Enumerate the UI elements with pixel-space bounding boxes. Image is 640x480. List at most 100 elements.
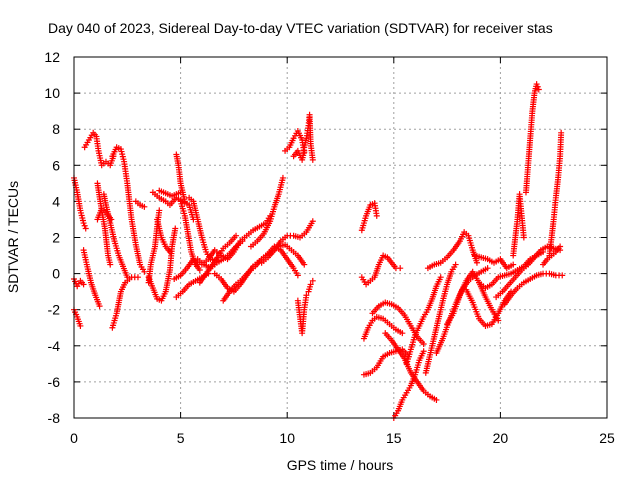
- series-track-15: [154, 216, 173, 255]
- series-track-52: [522, 81, 542, 196]
- data-point: [534, 83, 541, 90]
- series-track-10: [109, 274, 141, 331]
- data-point: [141, 203, 148, 210]
- y-axis-label: SDTVAR / TECUs: [5, 181, 21, 293]
- y-tick-label: -2: [48, 302, 61, 318]
- x-axis-label: GPS time / hours: [287, 457, 394, 473]
- series-track-51: [510, 191, 527, 259]
- x-tick-label: 10: [279, 430, 295, 446]
- data-point: [134, 274, 141, 281]
- series-track-14: [149, 189, 197, 223]
- y-tick-label: 0: [52, 266, 60, 282]
- data-point: [107, 261, 114, 268]
- series-track-34: [358, 200, 380, 234]
- series-track-4: [80, 247, 103, 310]
- series-track-33: [305, 277, 316, 295]
- series-track-8: [100, 191, 131, 281]
- data-point: [484, 265, 491, 272]
- data-point: [303, 292, 310, 299]
- series-track-48: [476, 248, 547, 292]
- y-tick-label: -6: [48, 374, 61, 390]
- series-track-12: [145, 207, 163, 286]
- series-track-18: [173, 151, 188, 205]
- series-track-28: [247, 174, 286, 250]
- data-point: [77, 322, 84, 329]
- data-point: [301, 261, 308, 268]
- y-tick-label: -4: [48, 338, 61, 354]
- data-point: [557, 243, 564, 250]
- data-point: [309, 156, 316, 163]
- x-tick-label: 20: [493, 430, 509, 446]
- series-track-5: [81, 129, 117, 169]
- series-track-30: [290, 147, 308, 163]
- data-point: [172, 225, 179, 232]
- data-point: [520, 234, 527, 241]
- series-track-24: [198, 212, 274, 268]
- data-point: [420, 340, 427, 347]
- data-point: [80, 220, 87, 227]
- series-track-40: [390, 348, 427, 421]
- chart-title: Day 040 of 2023, Sidereal Day-to-day VTE…: [48, 20, 553, 36]
- data-point: [473, 259, 480, 266]
- series-track-9: [109, 144, 148, 275]
- y-tick-label: 4: [52, 193, 60, 209]
- x-tick-label: 5: [177, 430, 185, 446]
- data-point: [196, 266, 203, 273]
- data-point: [156, 207, 163, 214]
- x-tick-label: 0: [70, 430, 78, 446]
- series-track-19: [177, 198, 203, 273]
- series-track-32: [294, 292, 310, 337]
- series-track-26: [220, 243, 301, 304]
- y-tick-label: 8: [52, 121, 60, 137]
- series-track-35: [358, 252, 404, 288]
- series-track-36: [360, 313, 406, 342]
- data-point: [433, 396, 440, 403]
- series-track-42: [422, 261, 459, 376]
- data-point: [533, 81, 540, 88]
- data-point: [559, 272, 566, 279]
- data-point: [81, 222, 88, 229]
- data-point: [307, 281, 314, 288]
- data-marks: [71, 81, 566, 421]
- y-tick-label: -8: [48, 410, 61, 426]
- data-point: [420, 348, 427, 355]
- data-point: [96, 303, 103, 310]
- y-tick-label: 6: [52, 157, 60, 173]
- data-point: [309, 218, 316, 225]
- y-tick-label: 12: [44, 49, 60, 65]
- y-tick-label: 2: [52, 230, 60, 246]
- series-track-44: [433, 265, 491, 357]
- x-tick-label: 15: [386, 430, 402, 446]
- data-point: [535, 86, 542, 93]
- data-point: [373, 212, 380, 219]
- data-point: [399, 330, 406, 337]
- series-track-43: [424, 229, 480, 272]
- data-point: [233, 232, 240, 239]
- data-point: [452, 261, 459, 268]
- data-point: [397, 265, 404, 272]
- y-tick-label: 10: [44, 85, 60, 101]
- data-point: [309, 277, 316, 284]
- grid-lines: [74, 57, 607, 418]
- data-point: [80, 281, 87, 288]
- data-point: [294, 272, 301, 279]
- series-track-31: [301, 111, 316, 163]
- series-track-54: [540, 243, 564, 268]
- series-track-47: [471, 252, 517, 272]
- data-point: [166, 248, 173, 255]
- series-track-50: [501, 270, 566, 308]
- data-point: [510, 261, 517, 268]
- series-track-49: [493, 243, 564, 301]
- data-point: [558, 129, 565, 136]
- series-track-41: [403, 274, 444, 367]
- x-tick-labels: 0 5 10 15 20 25: [70, 430, 615, 446]
- x-tick-label: 25: [599, 430, 615, 446]
- series-track-27: [258, 218, 316, 266]
- series-track-46: [463, 286, 515, 329]
- series-track-2: [71, 276, 87, 290]
- plot-frame: [73, 56, 608, 419]
- series-track-53: [546, 129, 565, 259]
- data-point: [141, 268, 148, 275]
- data-point: [279, 174, 286, 181]
